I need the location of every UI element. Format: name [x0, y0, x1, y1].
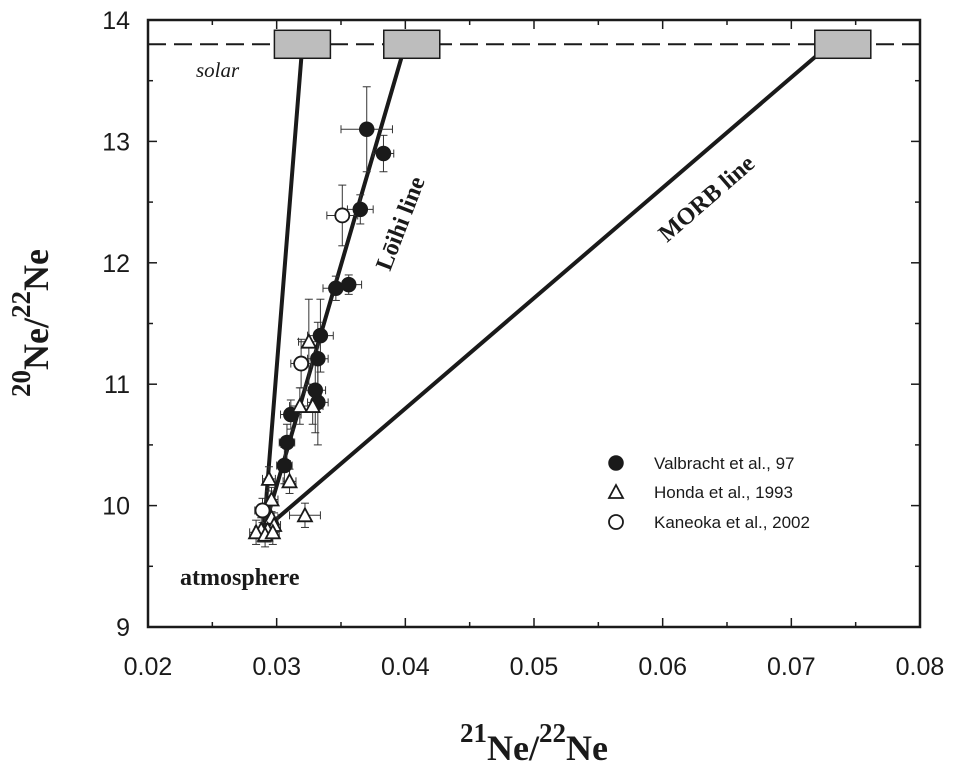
data-point-valbracht	[328, 280, 344, 297]
y-tick-label: 11	[104, 371, 130, 399]
data-point-honda	[264, 523, 282, 540]
mixing-line-steep	[261, 42, 305, 532]
data-point-valbracht	[276, 457, 293, 474]
solar-label: solar	[196, 58, 240, 82]
atmosphere-label: atmosphere	[180, 565, 300, 591]
data-point-valbracht	[340, 276, 357, 293]
data-point-valbracht	[352, 201, 369, 218]
legend-label-honda: Honda et al., 1993	[654, 483, 793, 502]
legend: Valbracht et al., 97 Honda et al., 1993 …	[607, 454, 810, 532]
filled-circle-marker-icon	[608, 455, 624, 471]
data-point-kaneoka	[254, 502, 271, 519]
data-point-valbracht	[310, 350, 326, 367]
y-tick-label: 10	[102, 493, 130, 521]
data-markers	[247, 121, 392, 542]
data-point-honda	[296, 506, 314, 523]
legend-item-kaneoka: Kaneoka et al., 2002	[608, 513, 810, 532]
data-point-honda	[247, 523, 265, 540]
legend-label-valbracht: Valbracht et al., 97	[654, 454, 795, 473]
data-point-honda	[260, 469, 278, 486]
x-tick-label: 0.02	[124, 653, 173, 681]
solar-boxes	[273, 29, 872, 60]
data-point-honda	[263, 490, 281, 507]
data-point-honda	[281, 472, 299, 489]
data-point-valbracht	[312, 327, 329, 344]
open-triangle-marker-icon	[607, 483, 625, 499]
x-tick-label: 0.04	[381, 653, 430, 681]
x-tick-label: 0.03	[252, 653, 301, 681]
x-tick-label: 0.08	[896, 653, 945, 681]
data-point-valbracht	[279, 434, 295, 451]
plot-frame	[146, 18, 922, 629]
morb-line-label: MORB line	[654, 150, 760, 247]
solar-endmember-box	[383, 29, 441, 60]
y-tick-label: 12	[102, 250, 130, 278]
data-point-kaneoka	[293, 355, 310, 372]
legend-label-kaneoka: Kaneoka et al., 2002	[654, 513, 810, 532]
solar-endmember-box	[273, 29, 332, 60]
legend-item-honda: Honda et al., 1993	[607, 483, 793, 502]
data-point-honda	[291, 397, 309, 413]
data-point-honda	[304, 397, 322, 413]
solar-endmember-box	[814, 29, 872, 60]
loihi-line-label: Lōihi line	[371, 173, 431, 274]
x-tick-label: 0.05	[510, 653, 559, 681]
x-tick-labels: 0.02 0.03 0.04 0.05 0.06 0.07 0.08	[124, 653, 945, 681]
open-circle-marker-icon	[608, 514, 624, 530]
legend-item-valbracht: Valbracht et al., 97	[608, 454, 795, 473]
x-tick-label: 0.06	[638, 653, 687, 681]
data-point-valbracht	[375, 145, 392, 162]
x-axis-title: 21Ne/22Ne	[460, 718, 608, 768]
y-axis-title: 20Ne/22Ne	[6, 249, 56, 397]
y-tick-labels: 9 10 11 12 13 14	[102, 7, 130, 642]
y-tick-label: 13	[102, 128, 130, 156]
y-tick-label: 9	[116, 614, 130, 642]
y-tick-label: 14	[102, 7, 130, 35]
mixing-line-morb	[261, 42, 832, 532]
data-point-kaneoka	[334, 207, 351, 224]
x-tick-label: 0.07	[767, 653, 816, 681]
data-point-honda	[300, 332, 318, 349]
data-point-valbracht	[358, 121, 375, 138]
